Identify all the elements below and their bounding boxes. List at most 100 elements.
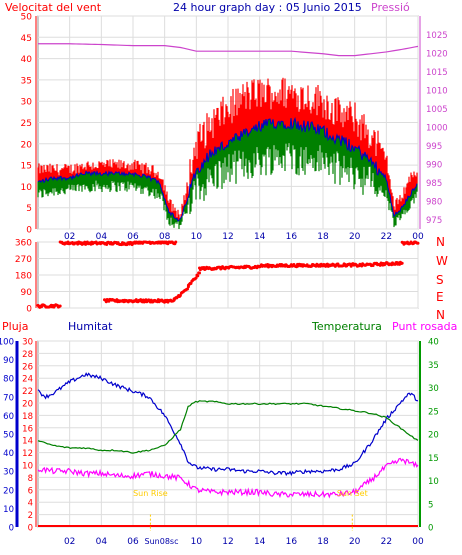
- temperature-tick-label: 20: [428, 431, 439, 441]
- wind-tick-label: 10: [21, 183, 33, 193]
- wind-tick-label: 20: [21, 140, 33, 150]
- pressure-tick-label: 985: [426, 179, 442, 189]
- pressure-tick-label: 980: [426, 198, 442, 208]
- wind-tick-label: 35: [21, 76, 32, 86]
- wind-x-tick: 04: [96, 232, 108, 242]
- direction-tick-label: 0: [26, 305, 32, 315]
- humidity-x-tick: 14: [254, 537, 266, 547]
- compass-label: S: [436, 273, 444, 287]
- wind-x-tick: 20: [349, 232, 361, 242]
- rain-tick-label: 2: [28, 511, 33, 521]
- direction-point: [196, 274, 200, 278]
- wind-x-tick: 10: [191, 232, 203, 242]
- humidity-x-tick: 10: [191, 537, 203, 547]
- legend-temperature: Temperatura: [311, 320, 382, 333]
- humidity-tick-label: 70: [3, 393, 14, 403]
- humidity-tick-label: 20: [3, 486, 14, 496]
- pressure-tick-label: 1015: [426, 68, 448, 78]
- direction-tick-label: 270: [15, 255, 32, 265]
- humidity-x-tick: 16: [286, 537, 298, 547]
- wind-x-tick: 00: [412, 232, 424, 242]
- humidity-tick-label: 80: [3, 375, 14, 385]
- temperature-tick-label: 40: [428, 338, 439, 348]
- rain-tick-label: 16: [22, 424, 33, 434]
- wind-x-tick: 08: [159, 232, 171, 242]
- humidity-tick-label: 90: [3, 356, 14, 366]
- temperature-line: [37, 400, 419, 454]
- legend-humidity: Humitat: [68, 320, 113, 333]
- wind-tick-label: 25: [21, 119, 32, 129]
- rain-tick-label: 20: [22, 400, 33, 410]
- direction-tick-label: 90: [21, 288, 33, 298]
- wind-tick-label: 45: [21, 34, 32, 44]
- rain-tick-label: 8: [28, 474, 33, 484]
- direction-point: [174, 240, 178, 244]
- pressure-line: [38, 43, 419, 57]
- wind-x-tick: 22: [381, 232, 392, 242]
- rain-tick-label: 24: [22, 375, 33, 385]
- dewpoint-line: [37, 457, 419, 499]
- pressure-tick-label: 1010: [426, 87, 448, 97]
- compass-label: N: [436, 308, 445, 322]
- rain-tick-label: 30: [22, 338, 33, 348]
- humidity-x-tick: 12: [222, 537, 233, 547]
- rain-tick-label: 26: [22, 362, 33, 372]
- direction-point: [378, 263, 382, 267]
- pressure-tick-label: 1025: [426, 31, 448, 41]
- direction-point: [416, 241, 420, 245]
- rain-tick-label: 0: [28, 524, 33, 534]
- humidity-tick-label: 0: [9, 524, 14, 534]
- pressure-tick-label: 1020: [426, 50, 448, 60]
- legend-rain: Pluja: [2, 320, 28, 333]
- rain-tick-label: 28: [22, 350, 33, 360]
- direction-tick-label: 180: [15, 272, 32, 282]
- direction-point: [198, 271, 201, 275]
- wind-tick-label: 15: [21, 162, 32, 172]
- pressure-label: Pressió: [371, 1, 410, 14]
- humidity-tick-label: 60: [3, 412, 14, 422]
- temperature-tick-label: 25: [428, 407, 439, 417]
- humidity-x-tick: 04: [96, 537, 108, 547]
- temperature-tick-label: 30: [428, 384, 439, 394]
- humidity-tick-label: 40: [3, 449, 14, 459]
- pressure-tick-label: 1005: [426, 105, 448, 115]
- wind-tick-label: 0: [26, 226, 32, 236]
- humidity-line: [37, 372, 419, 477]
- graph-title: 24 hour graph day : 05 Junio 2015: [173, 1, 362, 14]
- humidity-x-tick: 06: [127, 537, 139, 547]
- humidity-x-tick: 22: [381, 537, 392, 547]
- humidity-tick-label: 30: [3, 468, 14, 478]
- rain-tick-label: 6: [28, 486, 33, 496]
- compass-label: W: [436, 254, 448, 268]
- rain-tick-label: 10: [22, 462, 33, 472]
- rain-tick-label: 4: [28, 499, 33, 509]
- wind-x-tick: 02: [64, 232, 75, 242]
- direction-tick-label: 360: [15, 239, 32, 249]
- sunrise-label: Sun Rise: [133, 489, 168, 498]
- humidity-tick-label: 50: [3, 431, 14, 441]
- humidity-tick-label: 100: [0, 338, 14, 348]
- temperature-tick-label: 0: [428, 524, 433, 534]
- temperature-tick-label: 35: [428, 361, 439, 371]
- pressure-tick-label: 995: [426, 142, 442, 152]
- pressure-tick-label: 1000: [426, 124, 448, 134]
- wind-x-tick: 12: [222, 232, 233, 242]
- legend-dewpoint: Punt rosada: [392, 320, 457, 333]
- sunrise-time-label: Sun08sc: [145, 537, 179, 546]
- rain-tick-label: 22: [22, 387, 33, 397]
- rain-tick-label: 12: [22, 449, 33, 459]
- direction-point: [194, 276, 198, 280]
- humidity-x-tick: 00: [412, 537, 424, 547]
- wind-x-tick: 16: [286, 232, 298, 242]
- direction-point: [400, 261, 404, 265]
- wind-tick-label: 40: [21, 55, 33, 65]
- wind-tick-label: 50: [21, 13, 33, 23]
- humidity-temperature-panel: Pluja Humitat Temperatura Punt rosada 0 1…: [0, 320, 457, 547]
- pressure-tick-label: 990: [426, 161, 442, 171]
- humidity-x-tick: 20: [349, 537, 361, 547]
- temperature-tick-label: 15: [428, 454, 439, 464]
- pressure-tick-label: 975: [426, 216, 442, 226]
- direction-point: [58, 304, 62, 308]
